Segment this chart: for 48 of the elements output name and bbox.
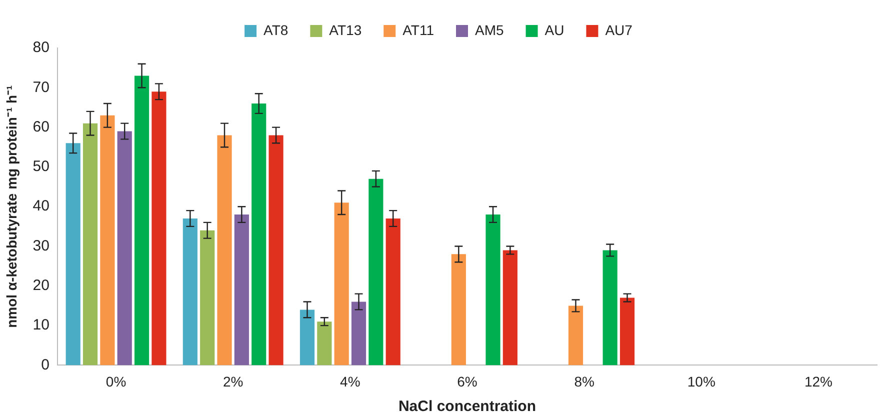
x-tick-label: 2% [222,373,244,390]
bar [100,115,115,366]
bar [568,306,584,366]
y-tick-label: 60 [32,118,50,136]
x-tick-label: 10% [687,373,716,390]
bar [620,298,635,366]
y-tick-label: 30 [32,237,50,254]
bar [502,250,518,366]
bar [82,123,98,366]
bar [317,322,332,366]
x-tick-label: 0% [106,373,126,390]
bar [152,92,166,366]
bar [368,178,384,366]
legend-label: AU7 [605,22,633,38]
bar [268,135,284,366]
y-tick-label: 80 [32,39,50,56]
legend-label: AT13 [329,22,362,38]
x-tick-label: 6% [457,373,478,390]
bar [602,250,618,366]
x-tick-label: 8% [574,373,594,390]
y-tick-label: 50 [32,158,50,176]
y-tick-label: 20 [32,277,50,294]
bar [134,76,150,366]
y-tick-label: 10 [32,316,50,334]
x-tick-label: 12% [804,373,832,390]
bar [117,131,132,366]
y-tick-label: 0 [41,356,50,374]
legend-label: AT8 [264,22,288,38]
y-axis-title: nmol α-ketobutyrate mg protein⁻¹ h⁻¹ [3,84,20,328]
legend-label: AU [544,22,564,38]
bar [486,214,500,366]
bar [234,214,249,366]
bar [182,218,198,366]
bar [386,218,400,366]
y-tick-label: 40 [32,198,50,215]
bar [300,310,315,366]
bar [351,302,366,366]
legend-label: AM5 [474,22,504,38]
x-tick-label: 4% [340,373,360,390]
bar [252,104,266,366]
bar [334,202,349,366]
bar [217,135,232,366]
x-axis-title: NaCl concentration [398,398,536,416]
legend-label: AT11 [402,22,434,38]
bar [200,230,215,366]
y-tick-label: 70 [32,78,50,96]
bar [66,143,80,366]
bar [451,254,466,366]
